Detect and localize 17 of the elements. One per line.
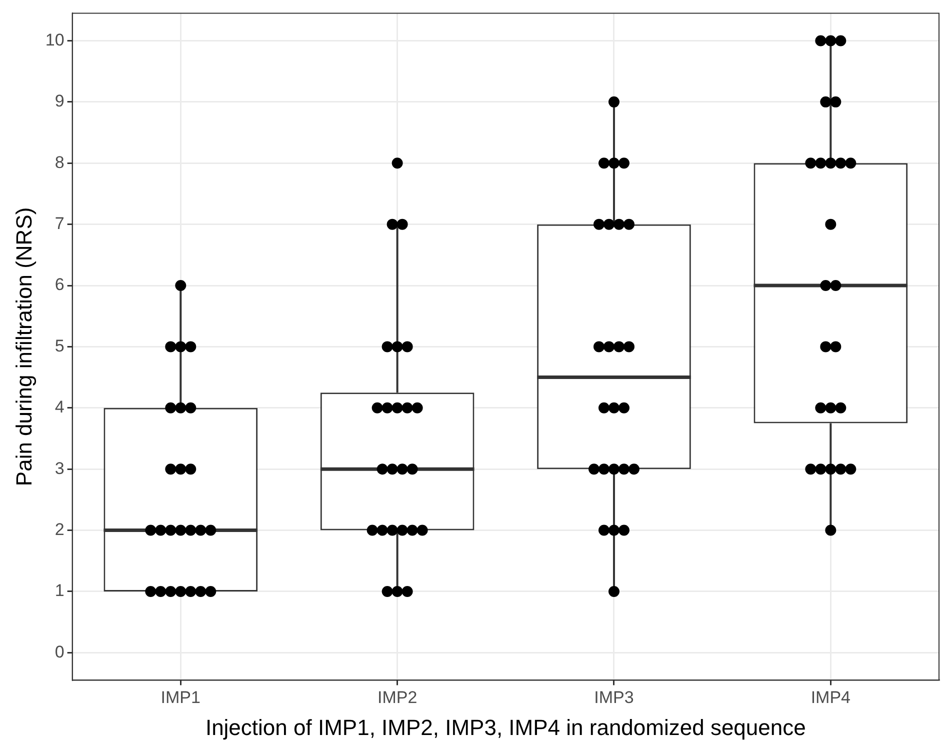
y-axis-title: Pain during infiltration (NRS) (11, 207, 36, 486)
y-tick-label: 5 (54, 336, 64, 356)
y-tick-label: 4 (54, 398, 64, 417)
y-tick-label: 7 (54, 214, 64, 233)
y-tick-label: 10 (45, 30, 64, 50)
x-tick-label: IMP1 (160, 688, 200, 708)
x-axis-title: Injection of IMP1, IMP2, IMP3, IMP4 in randomized sequence (205, 714, 806, 740)
y-tick-label: 3 (54, 458, 64, 478)
y-tick-label: 6 (54, 275, 64, 294)
y-tick-label: 2 (54, 520, 64, 539)
x-tick-label: IMP3 (594, 688, 634, 708)
y-tick-label: 1 (54, 581, 64, 600)
y-tick-label: 9 (54, 92, 64, 111)
y-tick-label: 8 (54, 152, 64, 172)
x-tick-label: IMP4 (810, 688, 851, 708)
y-tick-label: 0 (54, 642, 64, 662)
x-tick-label: IMP2 (377, 688, 418, 708)
